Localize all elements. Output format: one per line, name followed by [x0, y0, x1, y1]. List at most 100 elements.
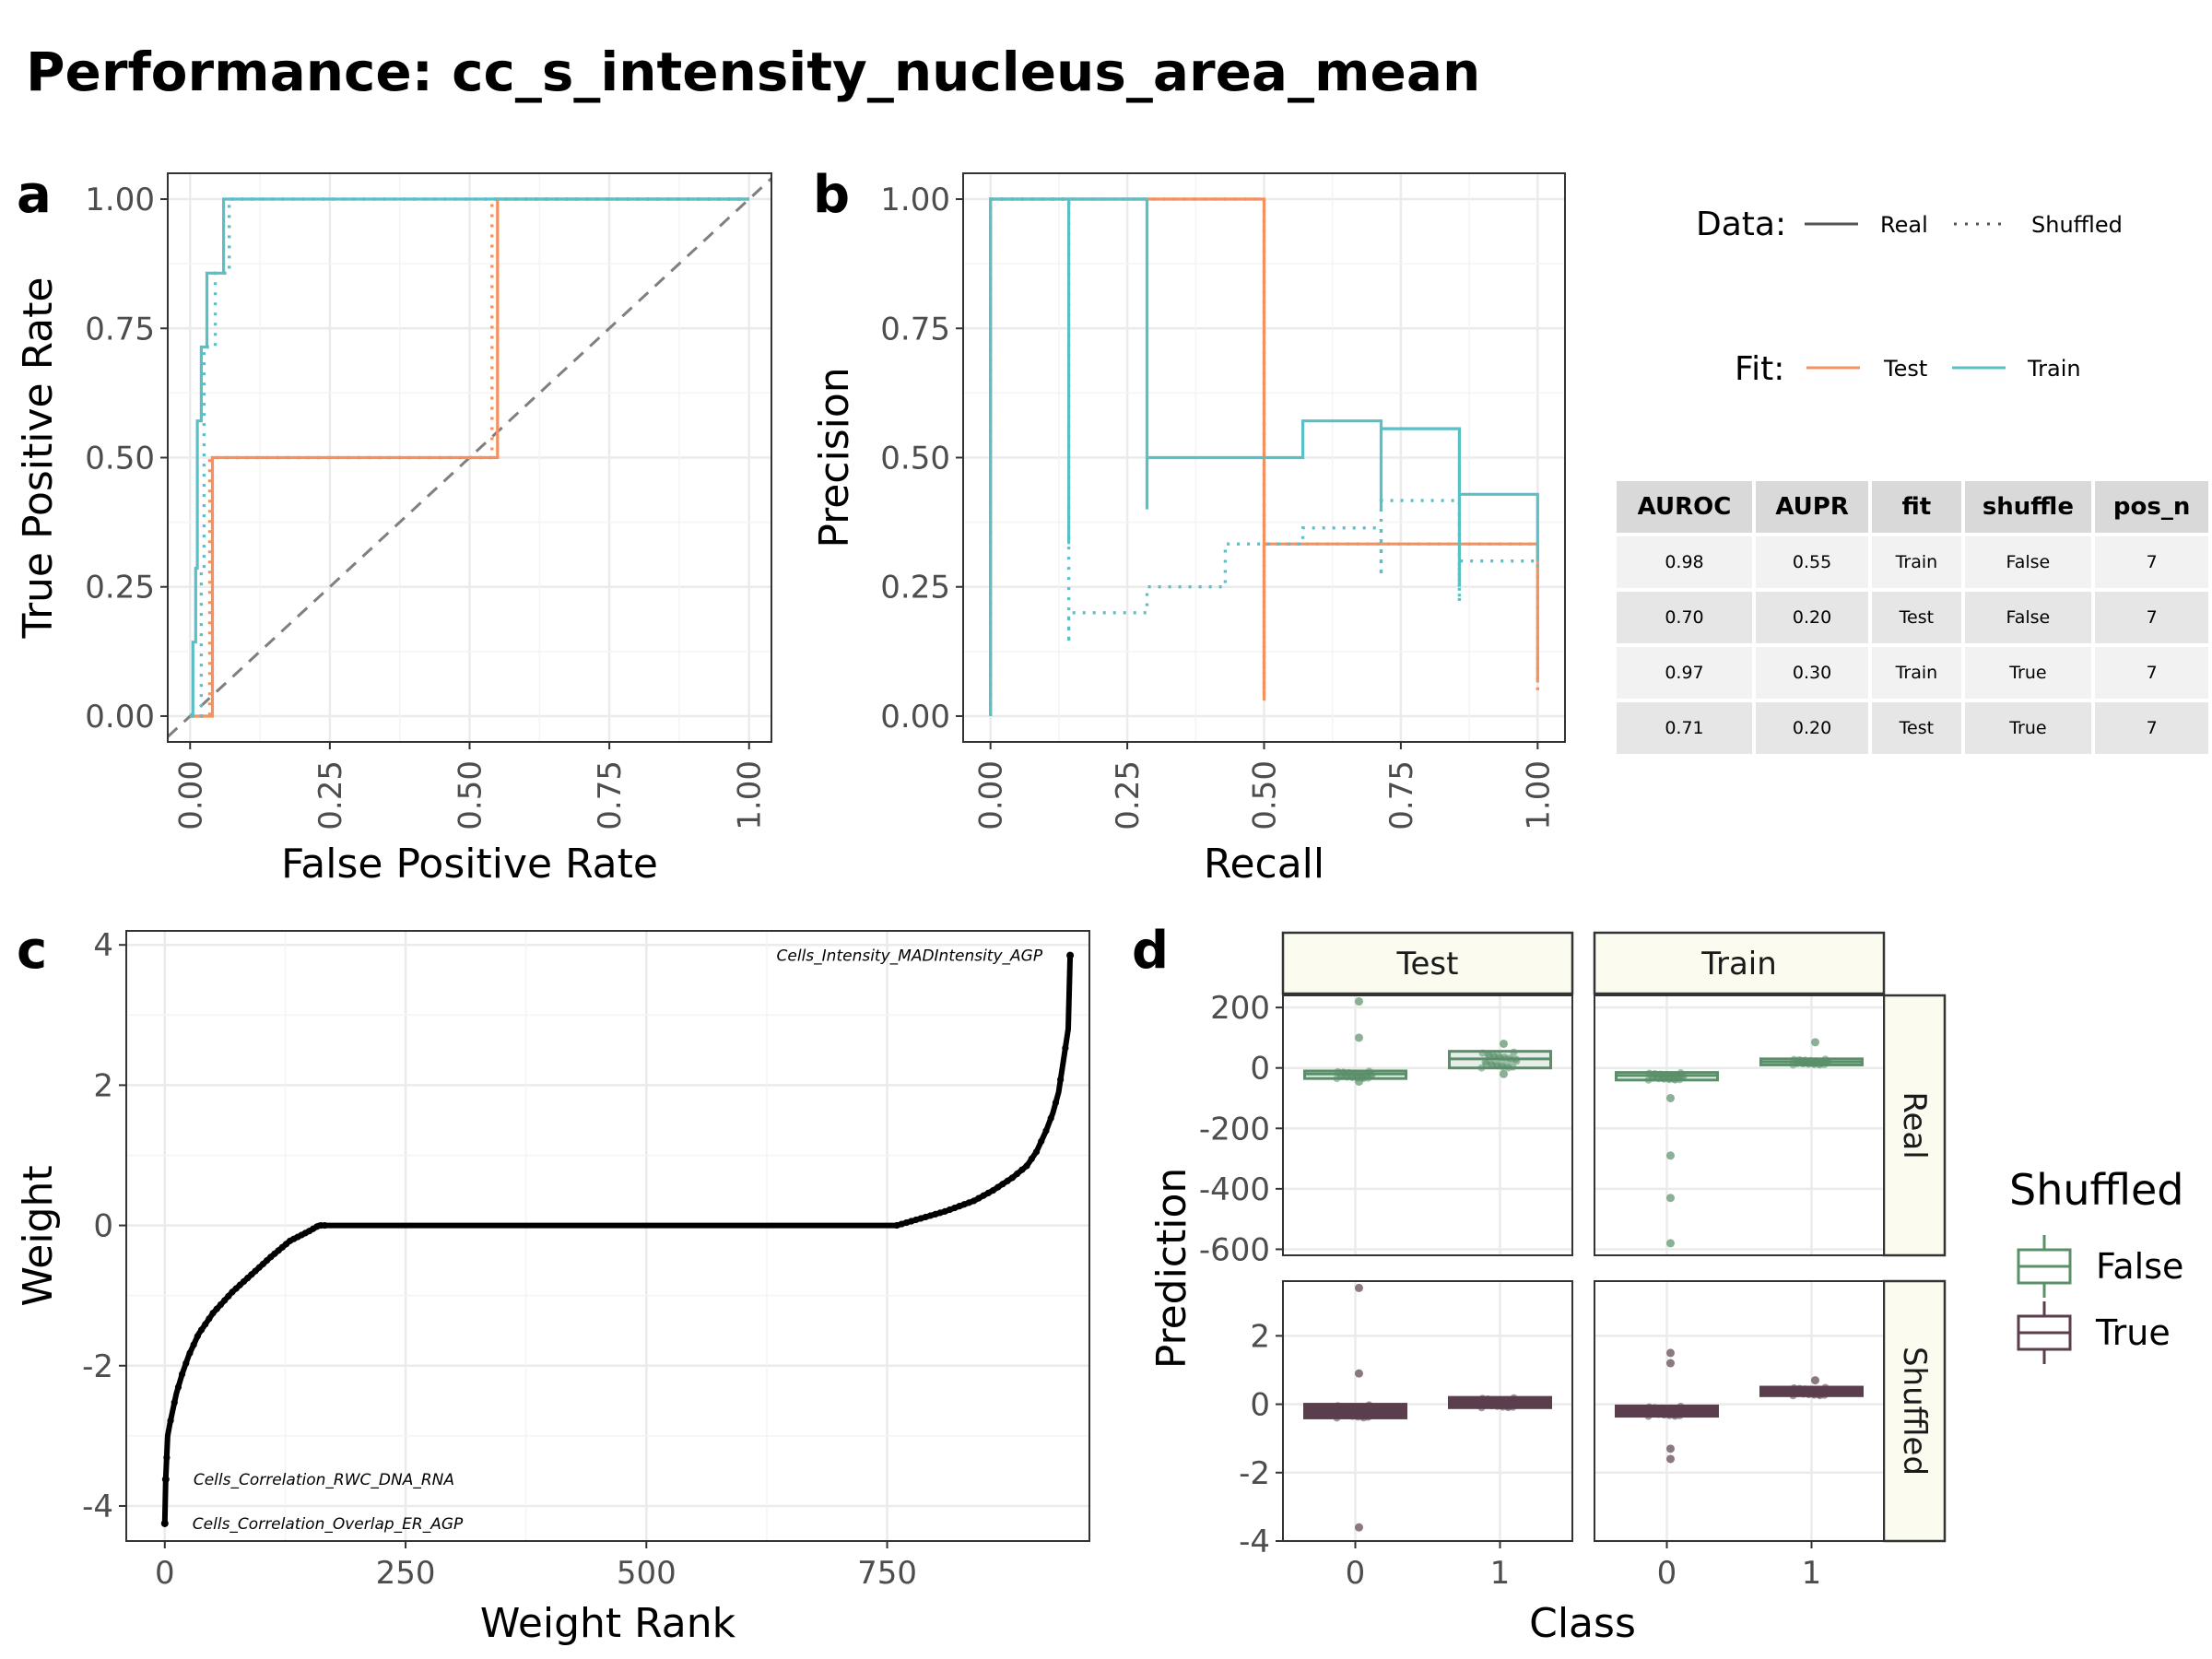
panel-a-tag: a: [17, 165, 52, 225]
y-tick-label: 1.00: [85, 182, 155, 218]
facet-strip-label: Shuffled: [1896, 1347, 1933, 1476]
facet-strip-shuffled: [1882, 1279, 1947, 1543]
legend-false-key: [2017, 1235, 2072, 1298]
table-cell: Test: [1872, 702, 1961, 754]
prediction-outlier: [1666, 1151, 1675, 1160]
x-tick-label: 0: [1657, 1555, 1677, 1592]
y-tick-label: -2: [82, 1348, 113, 1385]
facet-strip-label: Test: [1396, 946, 1459, 982]
table-header-auroc: AUROC: [1617, 481, 1752, 533]
weight-point: [179, 1371, 186, 1378]
weight-point: [174, 1383, 182, 1391]
table-cell: Test: [1872, 592, 1961, 643]
legend-fit-title: Fit:: [1735, 350, 1784, 388]
prediction-outlier: [1355, 997, 1363, 1006]
legend-shuffled-false: False: [2096, 1246, 2183, 1287]
facet-strip-real: [1882, 994, 1947, 1257]
table-cell: 0.70: [1617, 592, 1752, 643]
facet-border: [1594, 994, 1885, 1256]
weight-point: [1023, 1162, 1030, 1170]
table-cell: 7: [2095, 536, 2208, 588]
weight-point: [989, 1186, 997, 1194]
table-cell: 0.71: [1617, 702, 1752, 754]
metrics-table: AUROC AUPR fit shuffle pos_n 0.98 0.55 T…: [1613, 477, 2212, 758]
y-tick-label: 0: [1250, 1051, 1270, 1088]
x-tick-label: 0.00: [973, 760, 1010, 830]
x-tick-label: 1.00: [732, 760, 769, 830]
facet-strip-label: Real: [1896, 1091, 1933, 1159]
weight-point: [163, 1453, 171, 1462]
prediction-point: [1482, 1060, 1490, 1068]
table-cell: 0.55: [1755, 536, 1869, 588]
x-tick-label: 0: [1346, 1555, 1366, 1592]
table-cell: 0.20: [1755, 592, 1869, 643]
weight-point: [1057, 1076, 1065, 1083]
weight-point: [186, 1349, 194, 1357]
roc-train-shuffled-line: [190, 197, 749, 718]
table-cell: False: [1964, 592, 2092, 643]
prediction-outlier: [1666, 1444, 1675, 1453]
weight-point: [1032, 1148, 1041, 1156]
weight-point: [171, 1399, 178, 1406]
weight-point: [1008, 1174, 1016, 1182]
table-cell: Train: [1872, 536, 1961, 588]
plot-border: [125, 930, 1090, 1542]
x-tick-label: 0.75: [1383, 760, 1420, 830]
y-tick-label: -200: [1199, 1111, 1270, 1147]
x-axis-label: Recall: [1204, 841, 1324, 888]
plot-border: [962, 172, 1566, 743]
y-tick-label: 0.25: [85, 570, 155, 606]
panel-c-weight-chart: 0 250 500 750 4 2 0 -2 -4 Cells_Intensity_MADInte…: [15, 927, 1090, 1647]
y-tick-label: 0: [1250, 1387, 1270, 1424]
legend-fit-test: Test: [1883, 356, 1927, 382]
y-tick-label: 0.00: [880, 699, 950, 735]
y-tick-label: 0.00: [85, 699, 155, 735]
weight-point: [1062, 1044, 1069, 1052]
y-axis-label: Prediction: [1148, 1168, 1195, 1370]
table-cell: 7: [2095, 592, 2208, 643]
facet-background: [1283, 995, 1572, 1255]
prediction-outlier: [1666, 1348, 1675, 1358]
weight-outlier-point: [161, 1476, 170, 1484]
y-tick-label: -2: [1239, 1455, 1270, 1492]
y-tick-label: -4: [82, 1488, 113, 1525]
x-tick-label: 0.25: [312, 760, 349, 830]
x-tick-label: 500: [617, 1555, 677, 1592]
weight-point: [1004, 1177, 1011, 1184]
weight-point: [197, 1326, 206, 1334]
facet-background: [1594, 995, 1884, 1255]
legend-fit: Fit: Test Train: [1735, 350, 2081, 388]
weight-outlier-point: [1066, 951, 1075, 959]
table-cell: 0.30: [1755, 647, 1869, 699]
panel-c-tag: c: [17, 921, 47, 981]
table-row: 0.70 0.20 Test False 7: [1617, 592, 2208, 643]
weight-point: [190, 1341, 197, 1348]
weight-point: [994, 1183, 1002, 1191]
prediction-outlier: [1500, 1039, 1508, 1048]
x-tick-label: 1: [1802, 1555, 1822, 1592]
y-tick-label: 1.00: [880, 182, 950, 218]
weight-outlier-point: [160, 1519, 169, 1527]
y-tick-label: 0.75: [880, 311, 950, 347]
x-tick-label: 1.00: [1520, 760, 1557, 830]
table-cell: True: [1964, 702, 2092, 754]
weight-point: [206, 1315, 213, 1323]
weight-point: [1014, 1170, 1021, 1178]
x-tick-label: 1: [1490, 1555, 1511, 1592]
prediction-outlier: [1811, 1376, 1819, 1385]
y-axis-label: True Positive Rate: [15, 277, 62, 640]
x-tick-label: 0.25: [1110, 760, 1147, 830]
prediction-outlier: [1355, 1033, 1363, 1042]
prediction-outlier: [1666, 1093, 1675, 1102]
figure-title: Performance: cc_s_intensity_nucleus_area…: [26, 41, 1480, 103]
weight-annotation: Cells_Correlation_Overlap_ER_AGP: [193, 1515, 464, 1534]
x-tick-label: 750: [857, 1555, 917, 1592]
plot-background: [126, 931, 1089, 1541]
weight-point: [194, 1333, 201, 1340]
panel-d-prediction-chart: Test TrainRealShuffled2000-200-400-60020-…: [1148, 931, 1947, 1647]
chance-diagonal-line: [166, 177, 773, 738]
facet-border: [1282, 1280, 1573, 1542]
legend-data-title: Data:: [1696, 206, 1786, 243]
x-tick-label: 250: [376, 1555, 436, 1592]
